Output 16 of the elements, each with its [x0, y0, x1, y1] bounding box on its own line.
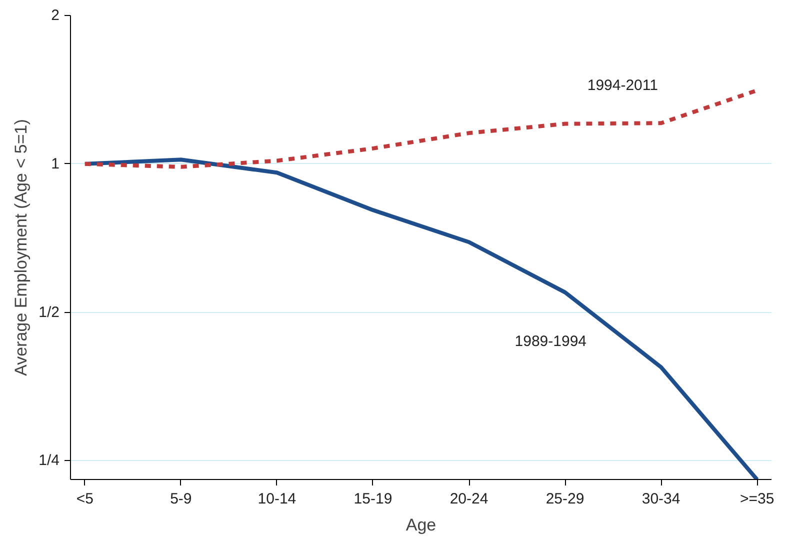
series-label: 1994-2011 — [587, 76, 658, 94]
x-tick-label: 15-19 — [354, 490, 392, 508]
x-tick-label: 25-29 — [546, 490, 584, 508]
y-tick-label: 1 — [51, 155, 60, 172]
y-tick-label: 1/4 — [38, 452, 60, 470]
y-tick-label: 2 — [51, 7, 60, 24]
x-axis-title: Age — [406, 516, 436, 534]
y-tick-label: 1/2 — [38, 304, 60, 321]
x-tick-label: 10-14 — [258, 490, 296, 508]
x-tick-label: 30-34 — [642, 490, 680, 508]
x-tick-label: 5-9 — [170, 490, 192, 508]
x-tick-label: >=35 — [740, 490, 774, 508]
series-label: 1989-1994 — [514, 333, 587, 350]
x-tick-label: 20-24 — [450, 490, 488, 508]
y-axis-title: Average Employment (Age < 5=1) — [12, 119, 31, 376]
x-tick-label: <5 — [76, 490, 94, 508]
